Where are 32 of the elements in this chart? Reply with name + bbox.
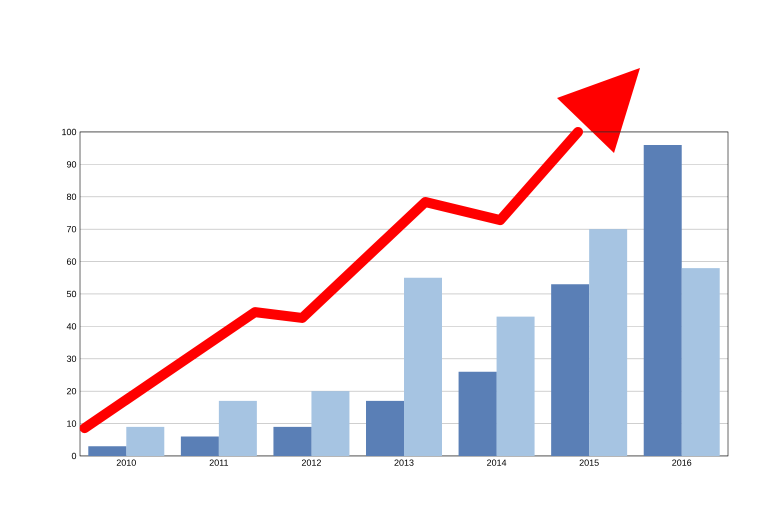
bar [126,426,164,456]
bar [589,229,628,456]
bar [404,278,442,456]
bar [496,316,535,456]
y-tick-label: 90 [66,161,76,168]
x-tick-label: 2016 [672,460,692,466]
y-tick-label: 40 [66,323,76,330]
bar [458,372,497,456]
x-tick-label: 2013 [394,460,414,466]
y-tick-label: 10 [67,420,76,427]
y-tick-label: 70 [66,226,76,232]
bar [644,144,682,456]
bar [366,400,404,456]
x-tick-label: 2014 [487,460,506,466]
x-tick-label: 2010 [116,460,136,466]
bar [273,426,312,456]
y-tick-label: 50 [66,290,76,298]
y-tick-label: 30 [66,356,76,362]
y-tick-label: 20 [66,388,76,394]
bar [88,446,126,456]
x-tick-label: 2015 [580,460,599,466]
y-tick-label: 80 [66,194,76,200]
y-tick-label: 60 [66,258,76,265]
x-tick-label: 2012 [302,460,321,466]
bar [311,391,350,456]
y-tick-label: 100 [62,128,76,136]
bar [218,400,257,456]
y-tick-label: 0 [72,452,76,460]
bar [180,436,219,456]
x-tick-label: 2011 [210,460,228,466]
bar [551,284,590,456]
bar [682,268,720,456]
